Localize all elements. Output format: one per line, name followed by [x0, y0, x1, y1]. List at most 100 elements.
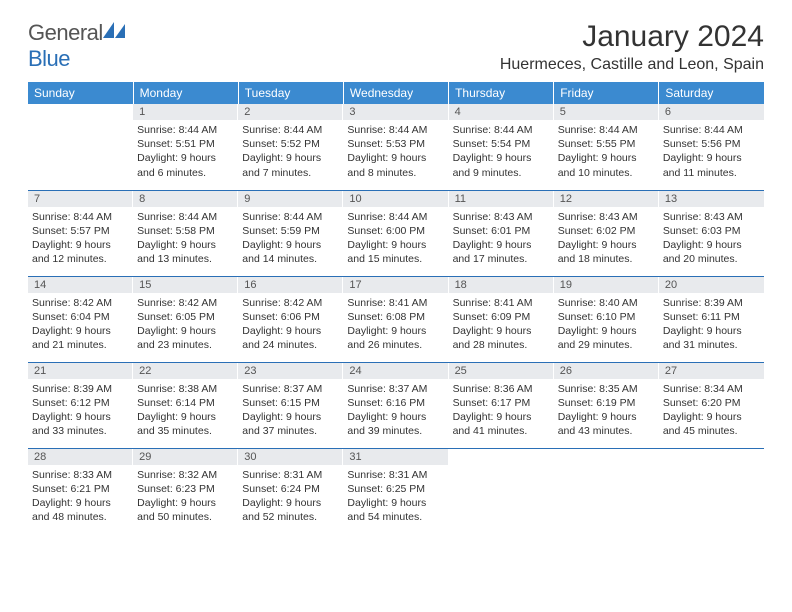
- weekday-header: Tuesday: [238, 82, 343, 104]
- day-number: 18: [449, 277, 554, 293]
- calendar-cell: 19Sunrise: 8:40 AMSunset: 6:10 PMDayligh…: [554, 276, 659, 362]
- day-details: Sunrise: 8:34 AMSunset: 6:20 PMDaylight:…: [659, 379, 764, 442]
- logo-text: General Blue: [28, 20, 125, 72]
- day-number: 14: [28, 277, 133, 293]
- day-details: Sunrise: 8:44 AMSunset: 5:57 PMDaylight:…: [28, 207, 133, 270]
- calendar-cell: [449, 448, 554, 534]
- calendar-cell: 26Sunrise: 8:35 AMSunset: 6:19 PMDayligh…: [554, 362, 659, 448]
- calendar-row: 21Sunrise: 8:39 AMSunset: 6:12 PMDayligh…: [28, 362, 764, 448]
- day-number: 11: [449, 191, 554, 207]
- day-number: 24: [343, 363, 448, 379]
- day-details: Sunrise: 8:44 AMSunset: 5:56 PMDaylight:…: [659, 120, 764, 183]
- calendar-cell: 18Sunrise: 8:41 AMSunset: 6:09 PMDayligh…: [449, 276, 554, 362]
- day-number: 13: [659, 191, 764, 207]
- calendar-cell: 5Sunrise: 8:44 AMSunset: 5:55 PMDaylight…: [554, 104, 659, 190]
- day-details: Sunrise: 8:33 AMSunset: 6:21 PMDaylight:…: [28, 465, 133, 528]
- calendar-cell: 2Sunrise: 8:44 AMSunset: 5:52 PMDaylight…: [238, 104, 343, 190]
- day-number: 19: [554, 277, 659, 293]
- calendar-cell: 11Sunrise: 8:43 AMSunset: 6:01 PMDayligh…: [449, 190, 554, 276]
- calendar-row: 7Sunrise: 8:44 AMSunset: 5:57 PMDaylight…: [28, 190, 764, 276]
- day-number: 3: [343, 104, 448, 120]
- day-details: Sunrise: 8:32 AMSunset: 6:23 PMDaylight:…: [133, 465, 238, 528]
- day-details: Sunrise: 8:39 AMSunset: 6:12 PMDaylight:…: [28, 379, 133, 442]
- day-number: 26: [554, 363, 659, 379]
- calendar-table: SundayMondayTuesdayWednesdayThursdayFrid…: [28, 82, 764, 534]
- day-details: Sunrise: 8:42 AMSunset: 6:04 PMDaylight:…: [28, 293, 133, 356]
- calendar-cell: [659, 448, 764, 534]
- day-number: 10: [343, 191, 448, 207]
- calendar-cell: 14Sunrise: 8:42 AMSunset: 6:04 PMDayligh…: [28, 276, 133, 362]
- day-details: Sunrise: 8:35 AMSunset: 6:19 PMDaylight:…: [554, 379, 659, 442]
- day-number: 5: [554, 104, 659, 120]
- day-details: Sunrise: 8:44 AMSunset: 5:58 PMDaylight:…: [133, 207, 238, 270]
- day-details: Sunrise: 8:44 AMSunset: 5:59 PMDaylight:…: [238, 207, 343, 270]
- day-details: Sunrise: 8:44 AMSunset: 5:55 PMDaylight:…: [554, 120, 659, 183]
- weekday-header: Monday: [133, 82, 238, 104]
- calendar-cell: 8Sunrise: 8:44 AMSunset: 5:58 PMDaylight…: [133, 190, 238, 276]
- calendar-cell: 17Sunrise: 8:41 AMSunset: 6:08 PMDayligh…: [343, 276, 448, 362]
- calendar-cell: 20Sunrise: 8:39 AMSunset: 6:11 PMDayligh…: [659, 276, 764, 362]
- calendar-cell: 21Sunrise: 8:39 AMSunset: 6:12 PMDayligh…: [28, 362, 133, 448]
- calendar-cell: 31Sunrise: 8:31 AMSunset: 6:25 PMDayligh…: [343, 448, 448, 534]
- calendar-cell: 28Sunrise: 8:33 AMSunset: 6:21 PMDayligh…: [28, 448, 133, 534]
- calendar-row: 28Sunrise: 8:33 AMSunset: 6:21 PMDayligh…: [28, 448, 764, 534]
- day-number: 2: [238, 104, 343, 120]
- day-details: Sunrise: 8:37 AMSunset: 6:15 PMDaylight:…: [238, 379, 343, 442]
- day-number: 21: [28, 363, 133, 379]
- calendar-cell: 24Sunrise: 8:37 AMSunset: 6:16 PMDayligh…: [343, 362, 448, 448]
- title-block: January 2024 Huermeces, Castille and Leo…: [500, 20, 764, 74]
- day-number: 16: [238, 277, 343, 293]
- day-number: 6: [659, 104, 764, 120]
- calendar-head: SundayMondayTuesdayWednesdayThursdayFrid…: [28, 82, 764, 104]
- day-number: 23: [238, 363, 343, 379]
- day-details: Sunrise: 8:38 AMSunset: 6:14 PMDaylight:…: [133, 379, 238, 442]
- day-number: 25: [449, 363, 554, 379]
- calendar-body: 1Sunrise: 8:44 AMSunset: 5:51 PMDaylight…: [28, 104, 764, 534]
- calendar-cell: 7Sunrise: 8:44 AMSunset: 5:57 PMDaylight…: [28, 190, 133, 276]
- calendar-cell: 9Sunrise: 8:44 AMSunset: 5:59 PMDaylight…: [238, 190, 343, 276]
- day-details: Sunrise: 8:44 AMSunset: 5:53 PMDaylight:…: [343, 120, 448, 183]
- day-details: Sunrise: 8:43 AMSunset: 6:03 PMDaylight:…: [659, 207, 764, 270]
- day-number: 15: [133, 277, 238, 293]
- calendar-cell: 29Sunrise: 8:32 AMSunset: 6:23 PMDayligh…: [133, 448, 238, 534]
- header: General Blue January 2024 Huermeces, Cas…: [28, 20, 764, 74]
- location: Huermeces, Castille and Leon, Spain: [500, 56, 764, 74]
- calendar-cell: 15Sunrise: 8:42 AMSunset: 6:05 PMDayligh…: [133, 276, 238, 362]
- calendar-cell: 23Sunrise: 8:37 AMSunset: 6:15 PMDayligh…: [238, 362, 343, 448]
- day-details: Sunrise: 8:41 AMSunset: 6:09 PMDaylight:…: [449, 293, 554, 356]
- calendar-cell: 27Sunrise: 8:34 AMSunset: 6:20 PMDayligh…: [659, 362, 764, 448]
- day-number: 7: [28, 191, 133, 207]
- weekday-header: Sunday: [28, 82, 133, 104]
- calendar-cell: 4Sunrise: 8:44 AMSunset: 5:54 PMDaylight…: [449, 104, 554, 190]
- calendar-cell: 3Sunrise: 8:44 AMSunset: 5:53 PMDaylight…: [343, 104, 448, 190]
- calendar-cell: 12Sunrise: 8:43 AMSunset: 6:02 PMDayligh…: [554, 190, 659, 276]
- day-number: 31: [343, 449, 448, 465]
- weekday-header: Saturday: [659, 82, 764, 104]
- calendar-row: 1Sunrise: 8:44 AMSunset: 5:51 PMDaylight…: [28, 104, 764, 190]
- day-details: Sunrise: 8:42 AMSunset: 6:06 PMDaylight:…: [238, 293, 343, 356]
- calendar-cell: [554, 448, 659, 534]
- logo-text-2: Blue: [28, 46, 70, 71]
- day-details: Sunrise: 8:41 AMSunset: 6:08 PMDaylight:…: [343, 293, 448, 356]
- day-number: 29: [133, 449, 238, 465]
- month-title: January 2024: [500, 20, 764, 54]
- day-number: 28: [28, 449, 133, 465]
- logo-sail-icon: [103, 22, 125, 40]
- day-number: 8: [133, 191, 238, 207]
- day-details: Sunrise: 8:44 AMSunset: 5:52 PMDaylight:…: [238, 120, 343, 183]
- day-number: 1: [133, 104, 238, 120]
- day-number: 9: [238, 191, 343, 207]
- calendar-cell: 10Sunrise: 8:44 AMSunset: 6:00 PMDayligh…: [343, 190, 448, 276]
- calendar-cell: 22Sunrise: 8:38 AMSunset: 6:14 PMDayligh…: [133, 362, 238, 448]
- day-number: 30: [238, 449, 343, 465]
- calendar-cell: 16Sunrise: 8:42 AMSunset: 6:06 PMDayligh…: [238, 276, 343, 362]
- calendar-row: 14Sunrise: 8:42 AMSunset: 6:04 PMDayligh…: [28, 276, 764, 362]
- calendar-cell: 30Sunrise: 8:31 AMSunset: 6:24 PMDayligh…: [238, 448, 343, 534]
- day-details: Sunrise: 8:43 AMSunset: 6:02 PMDaylight:…: [554, 207, 659, 270]
- day-number: 22: [133, 363, 238, 379]
- calendar-cell: 6Sunrise: 8:44 AMSunset: 5:56 PMDaylight…: [659, 104, 764, 190]
- logo-text-1: General: [28, 20, 103, 45]
- weekday-header: Friday: [554, 82, 659, 104]
- day-details: Sunrise: 8:39 AMSunset: 6:11 PMDaylight:…: [659, 293, 764, 356]
- day-number: 20: [659, 277, 764, 293]
